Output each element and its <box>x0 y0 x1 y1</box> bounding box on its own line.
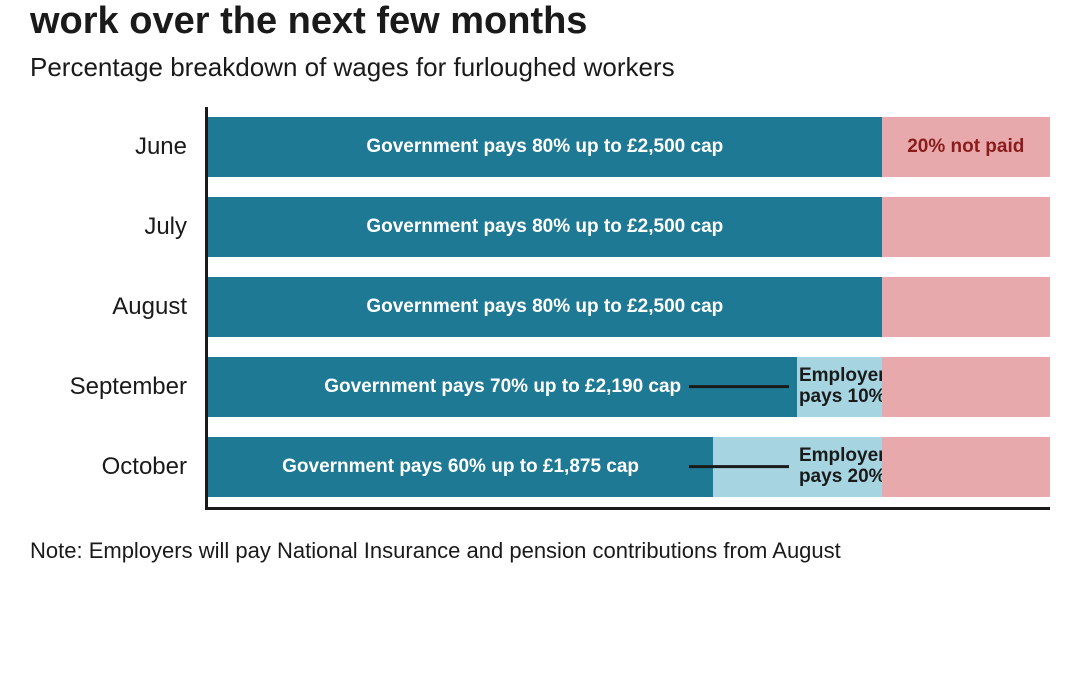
month-label: July <box>30 213 205 241</box>
government-segment: Government pays 80% up to £2,500 cap <box>208 277 882 337</box>
chart-title: work over the next few months <box>30 0 1050 44</box>
bar-row: Government pays 70% up to £2,190 cap Empl… <box>208 357 1050 417</box>
employer-callout-text: Employerpays 20% <box>799 446 886 488</box>
not-paid-segment <box>882 277 1050 337</box>
bar-row: Government pays 60% up to £1,875 cap Empl… <box>208 437 1050 497</box>
government-segment-label: Government pays 80% up to £2,500 cap <box>366 136 723 158</box>
bar-row: Government pays 80% up to £2,500 cap 20% … <box>208 117 1050 177</box>
month-labels-column: June July August September October <box>30 107 205 510</box>
month-label: August <box>30 293 205 321</box>
bars-column: Government pays 80% up to £2,500 cap 20% … <box>205 107 1050 510</box>
government-segment-label: Government pays 80% up to £2,500 cap <box>366 216 723 238</box>
bar-row: Government pays 80% up to £2,500 cap <box>208 197 1050 257</box>
employer-callout: Employerpays 20% <box>689 446 886 488</box>
chart-footnote: Note: Employers will pay National Insura… <box>30 538 1050 564</box>
month-label: October <box>30 453 205 481</box>
bar-row: Government pays 80% up to £2,500 cap <box>208 277 1050 337</box>
month-label: September <box>30 373 205 401</box>
government-segment: Government pays 80% up to £2,500 cap <box>208 117 882 177</box>
government-segment: Government pays 80% up to £2,500 cap <box>208 197 882 257</box>
government-segment-label: Government pays 70% up to £2,190 cap <box>324 376 681 398</box>
employer-callout-text: Employerpays 10% <box>799 366 886 408</box>
employer-segment: Employerpays 20% <box>713 437 881 497</box>
month-label: June <box>30 133 205 161</box>
not-paid-label: 20% not paid <box>907 136 1024 158</box>
not-paid-segment <box>882 437 1050 497</box>
government-segment-label: Government pays 80% up to £2,500 cap <box>366 296 723 318</box>
not-paid-segment <box>882 197 1050 257</box>
government-segment: Government pays 70% up to £2,190 cap <box>208 357 797 417</box>
government-segment: Government pays 60% up to £1,875 cap <box>208 437 713 497</box>
chart-subtitle: Percentage breakdown of wages for furlou… <box>30 52 1050 83</box>
furlough-stacked-bar-chart: June July August September October Governmen… <box>30 107 1050 510</box>
not-paid-segment: 20% not paid <box>882 117 1050 177</box>
employer-segment: Employerpays 10% <box>797 357 881 417</box>
government-segment-label: Government pays 60% up to £1,875 cap <box>282 456 639 478</box>
not-paid-segment <box>882 357 1050 417</box>
